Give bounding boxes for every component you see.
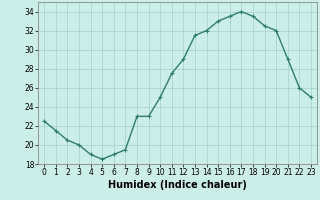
X-axis label: Humidex (Indice chaleur): Humidex (Indice chaleur) [108, 180, 247, 190]
